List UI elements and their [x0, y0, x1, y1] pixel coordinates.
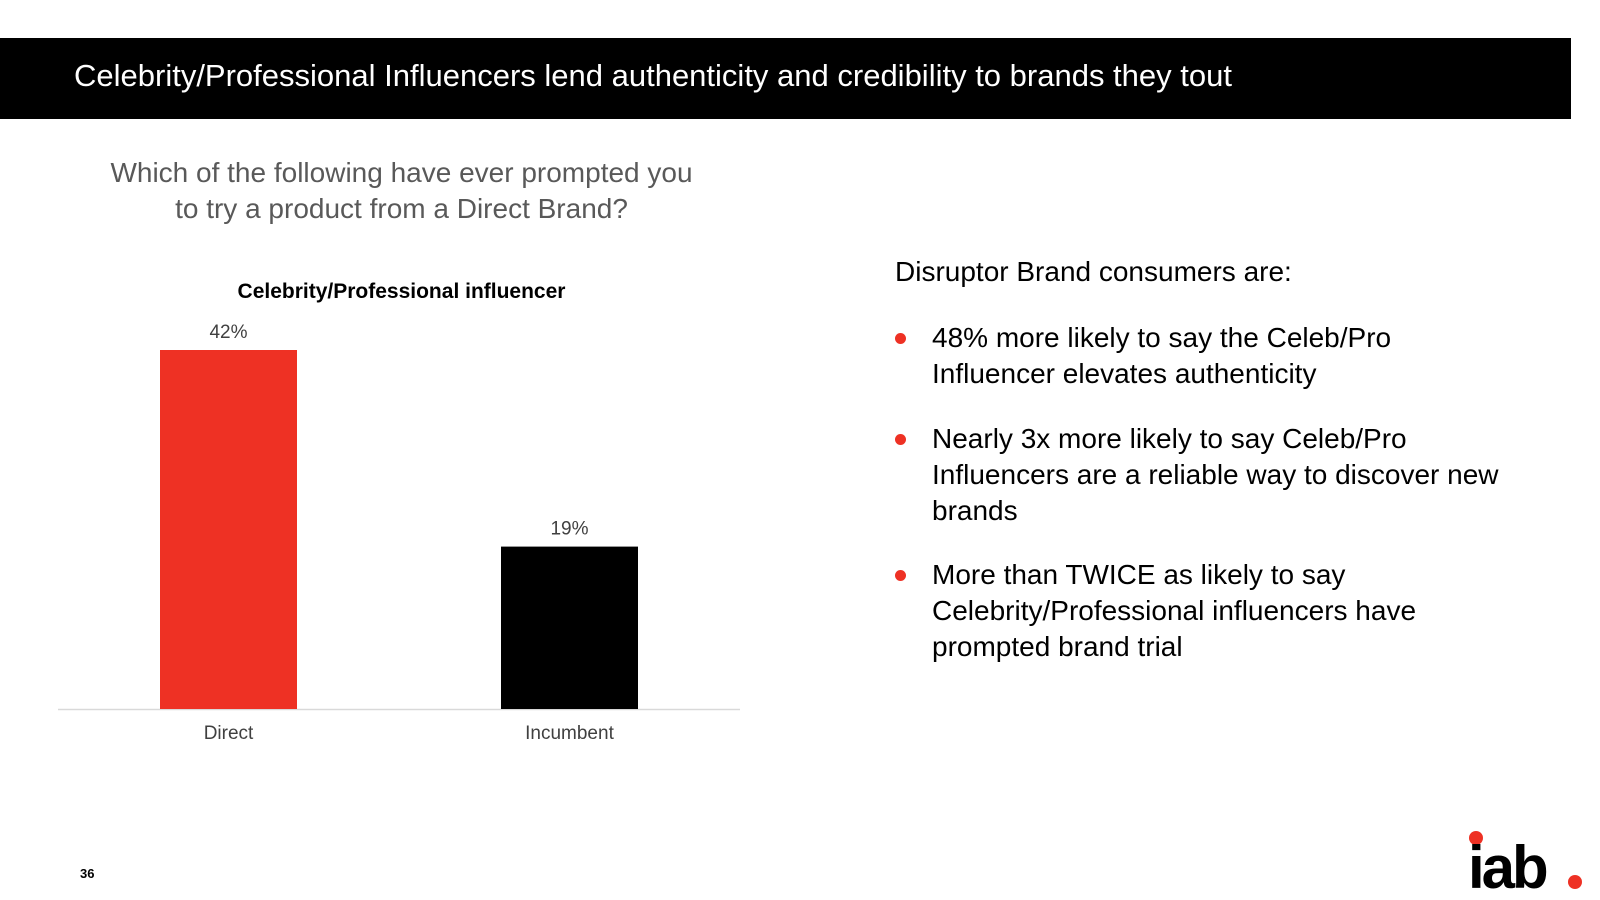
bullet-dot-icon [895, 333, 906, 344]
survey-question: Which of the following have ever prompte… [110, 157, 693, 224]
data-label-direct: 42% [209, 322, 247, 343]
insight-text: Nearly 3x more likely to say Celeb/Pro I… [932, 423, 1499, 526]
iab-logo: iab [1468, 831, 1582, 894]
bullet-dot-icon [895, 570, 906, 581]
bar-incumbent [501, 546, 638, 709]
insights-lead: Disruptor Brand consumers are: [895, 256, 1292, 287]
page-title: Celebrity/Professional Influencers lend … [74, 58, 1232, 93]
insight-text: 48% more likely to say the Celeb/Pro Inf… [932, 322, 1392, 389]
tick-label-incumbent: Incumbent [525, 723, 614, 744]
insight-text: More than TWICE as likely to say Celebri… [932, 559, 1417, 662]
title-bar: Celebrity/Professional Influencers lend … [0, 38, 1571, 119]
data-label-incumbent: 19% [550, 519, 588, 540]
tick-label-direct: Direct [204, 723, 254, 744]
page-number: 36 [80, 866, 95, 881]
bullet-dot-icon [895, 434, 906, 445]
chart-title: Celebrity/Professional influencer [237, 280, 566, 303]
bar-direct [160, 350, 297, 709]
svg-text:iab: iab [1468, 834, 1547, 894]
bar-chart: 42% Direct 19% Incumbent [58, 322, 740, 744]
